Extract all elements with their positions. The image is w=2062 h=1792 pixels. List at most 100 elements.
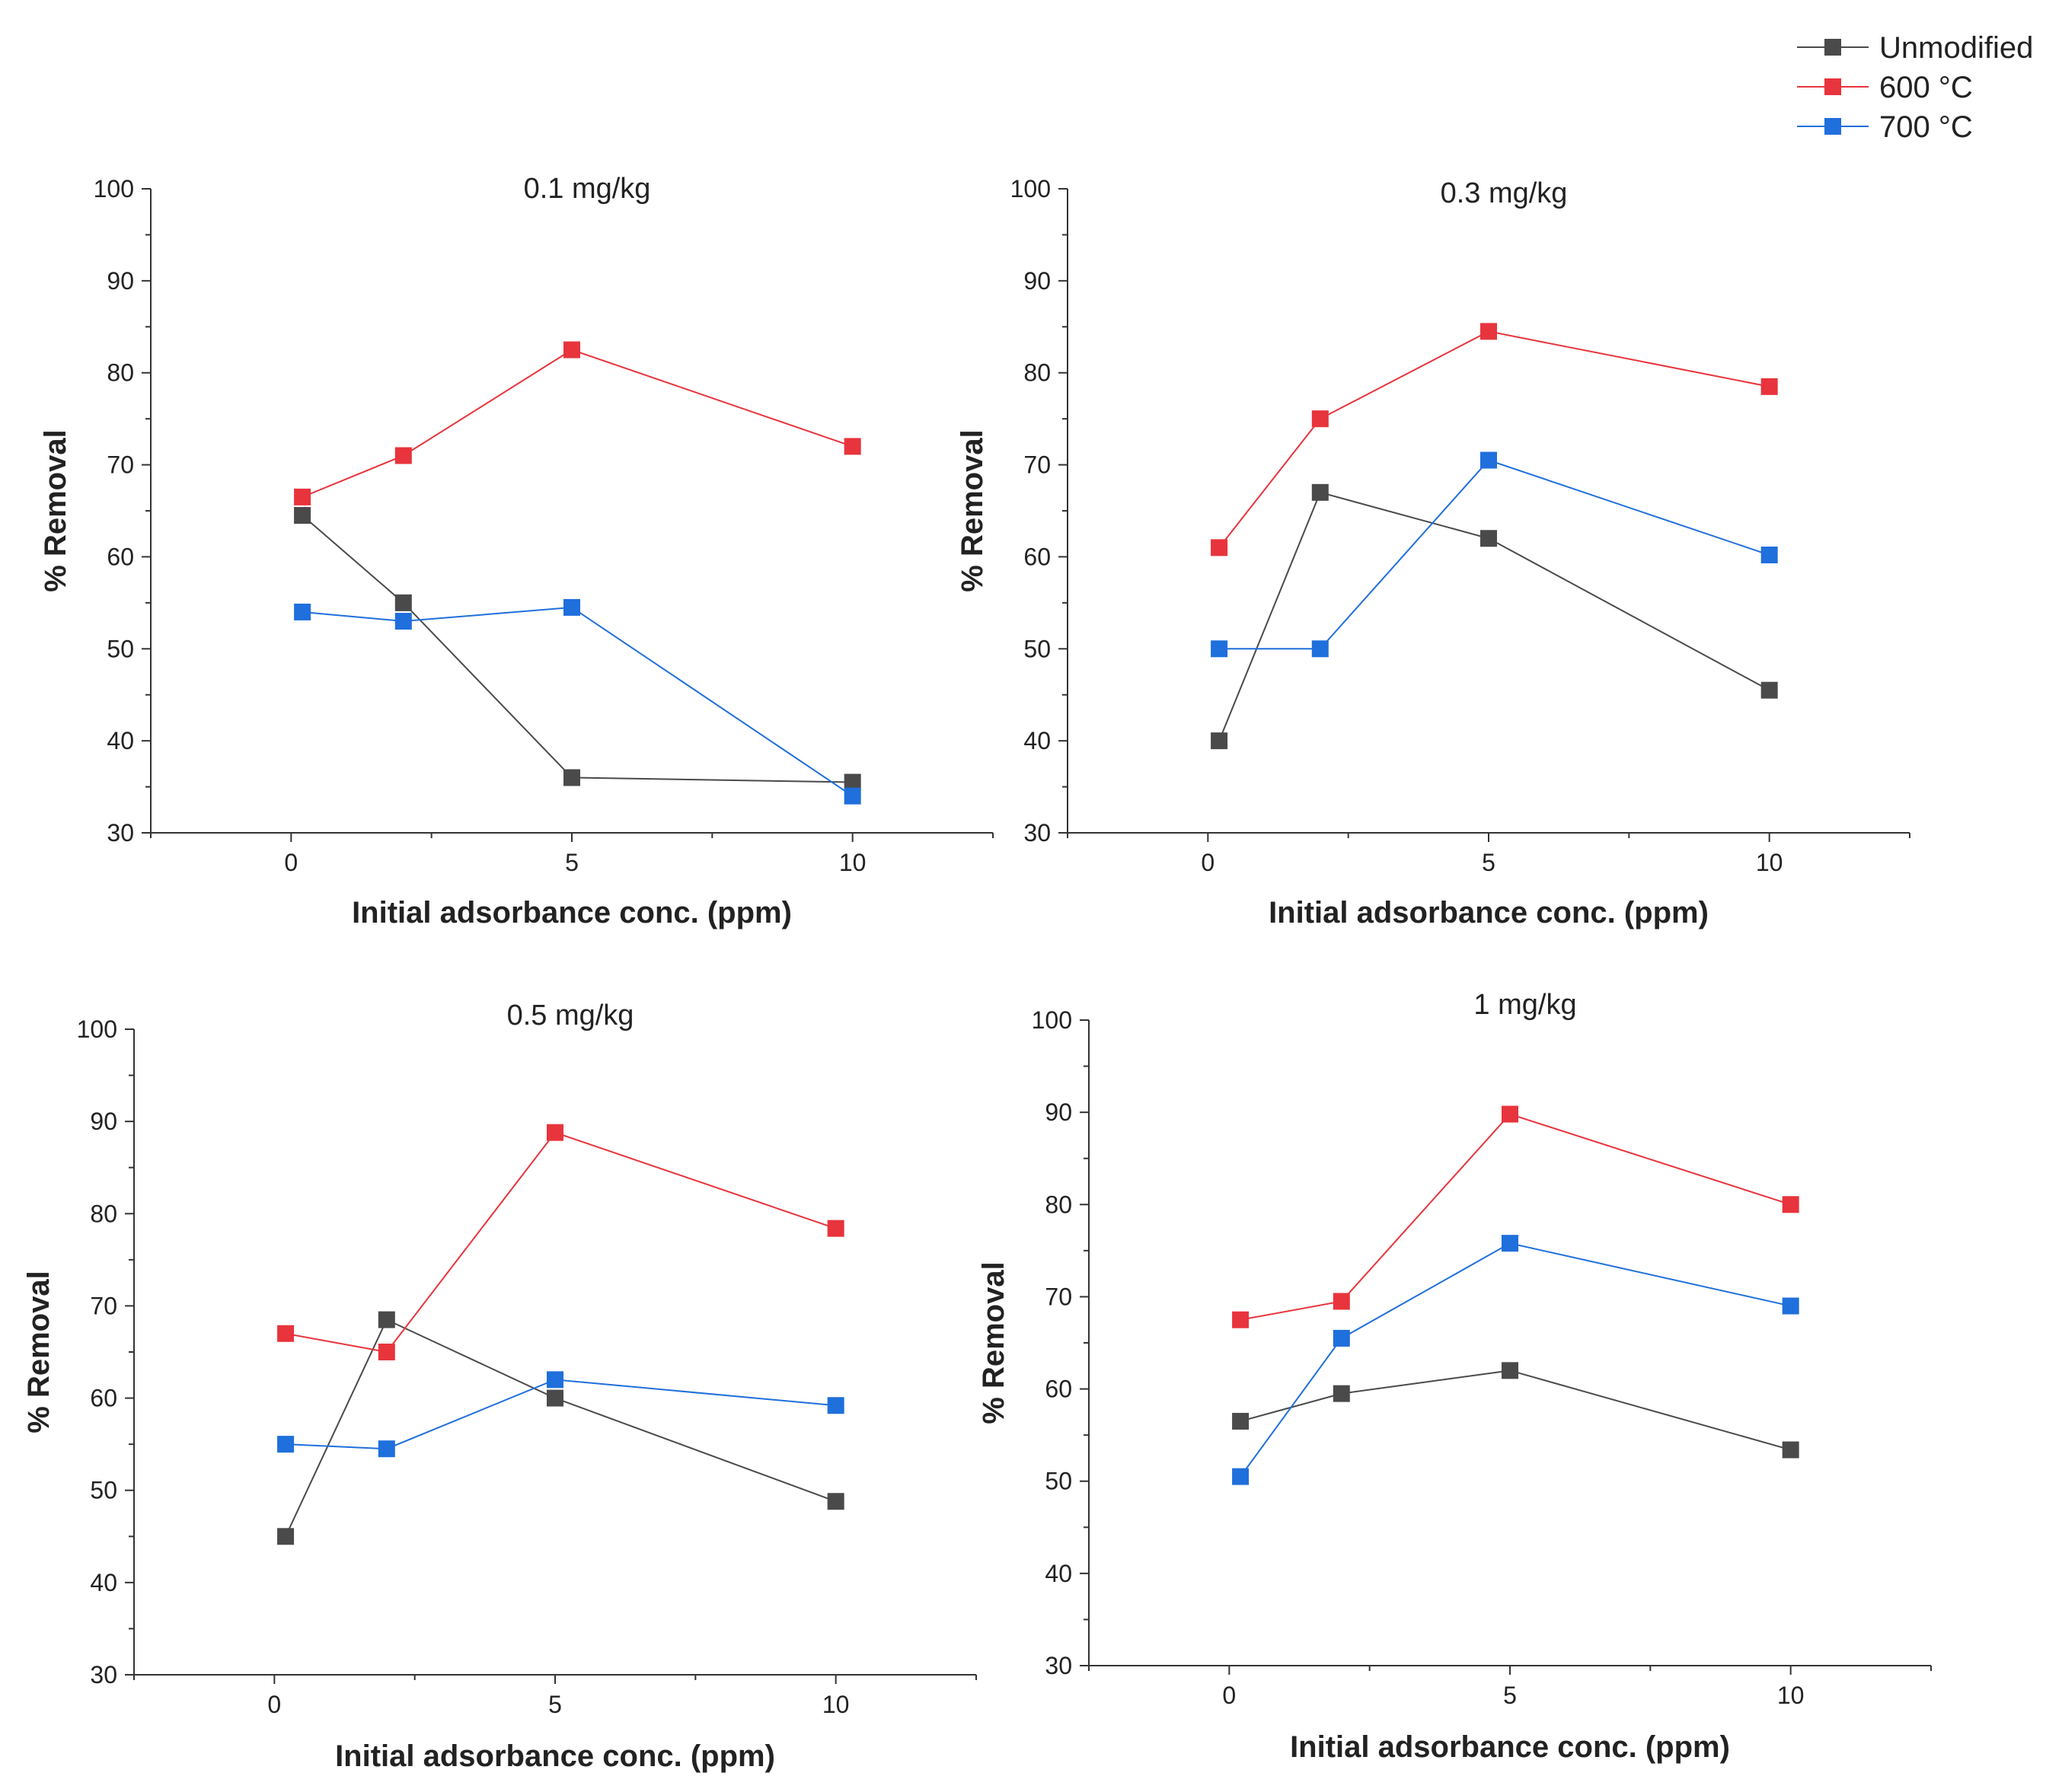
data-point [1211, 539, 1228, 556]
data-point [827, 1220, 844, 1237]
x-axis-label: Initial adsorbance conc. (ppm) [335, 1739, 775, 1773]
y-tick-label: 30 [1023, 819, 1051, 847]
data-point [1333, 1329, 1350, 1347]
y-tick-label: 100 [77, 1016, 117, 1043]
chart-panel-2: 30 40 50 60 70 80 90 100 0 5 10 0.3 mg/kg Initial ad… [956, 175, 1910, 929]
data-point [1333, 1293, 1350, 1310]
series-line [286, 1379, 836, 1450]
y-tick-label: 60 [107, 543, 134, 570]
series-600-c [1211, 323, 1778, 556]
legend-label: 600 °C [1879, 71, 1973, 104]
data-point [394, 594, 412, 611]
y-tick-label: 40 [1023, 727, 1051, 754]
data-point [844, 787, 861, 805]
data-point [1333, 1385, 1350, 1402]
data-point [563, 769, 580, 786]
series-line [1218, 491, 1770, 741]
data-point [378, 1440, 395, 1458]
panel-title: 0.1 mg/kg [524, 173, 651, 205]
data-point [1760, 378, 1778, 395]
series-unmodified [1211, 483, 1778, 750]
y-tick-label: 100 [94, 175, 134, 202]
x-tick-label: 0 [267, 1691, 281, 1718]
data-point [1232, 1412, 1250, 1430]
legend-marker [1824, 118, 1841, 135]
y-tick-label: 90 [1045, 1098, 1072, 1126]
series-600-c [277, 1124, 844, 1360]
series-line [1219, 459, 1770, 650]
series-600-c [1232, 1105, 1799, 1328]
series-unmodified [1232, 1362, 1799, 1459]
y-tick-label: 100 [1010, 175, 1051, 202]
data-point [547, 1389, 563, 1407]
series-line [1240, 1242, 1791, 1478]
data-point [827, 1493, 844, 1510]
legend-entry: Unmodified [1797, 31, 2033, 65]
data-point [844, 438, 861, 455]
y-axis-label: % Removal [39, 429, 72, 591]
series-700-c [277, 1371, 844, 1458]
legend-label: Unmodified [1879, 31, 2033, 65]
y-tick-label: 100 [1032, 1006, 1072, 1034]
panel-title: 1 mg/kg [1473, 989, 1576, 1021]
y-axis-label: % Removal [956, 429, 989, 591]
legend: Unmodified 600 °C 700 °C [1797, 31, 2033, 144]
series-line [302, 349, 853, 498]
y-tick-label: 70 [107, 451, 134, 479]
x-tick-label: 5 [1482, 849, 1495, 876]
legend-entry: 700 °C [1797, 110, 1973, 144]
data-point [294, 488, 311, 505]
chart-panels: 30 40 50 60 70 80 90 100 0 5 10 0.1 mg/kg Initial ad… [22, 173, 1932, 1773]
x-tick-label: 10 [822, 1691, 850, 1718]
series-700-c [1211, 451, 1778, 658]
data-point [277, 1436, 295, 1453]
series-line [302, 606, 854, 797]
y-tick-label: 30 [107, 819, 134, 847]
y-tick-label: 50 [90, 1477, 117, 1504]
y-tick-label: 40 [1045, 1560, 1072, 1587]
y-axis-label: % Removal [977, 1261, 1010, 1424]
y-tick-label: 80 [1045, 1191, 1072, 1218]
panel-title: 0.5 mg/kg [507, 1000, 634, 1032]
x-axis-label: Initial adsorbance conc. (ppm) [1269, 896, 1709, 929]
data-point [294, 603, 311, 620]
series-700-c [1232, 1235, 1799, 1485]
y-tick-label: 80 [107, 359, 134, 387]
y-tick-label: 80 [90, 1200, 117, 1227]
data-point [827, 1397, 844, 1414]
data-point [1782, 1196, 1799, 1213]
legend-label: 700 °C [1879, 110, 1973, 144]
data-point [547, 1371, 563, 1389]
data-point [1480, 323, 1497, 340]
y-tick-label: 50 [1023, 635, 1051, 662]
data-point [1760, 681, 1778, 699]
series-unmodified [277, 1311, 844, 1545]
series-unmodified [294, 507, 861, 791]
data-point [1232, 1468, 1250, 1485]
x-tick-label: 0 [1222, 1682, 1236, 1709]
y-tick-label: 60 [1023, 543, 1051, 570]
y-tick-label: 70 [1023, 451, 1051, 479]
y-tick-label: 90 [107, 267, 134, 295]
y-tick-label: 80 [1023, 359, 1051, 387]
chart-panel-1: 30 40 50 60 70 80 90 100 0 5 10 0.1 mg/kg Initial ad… [39, 173, 994, 929]
data-point [378, 1344, 395, 1360]
y-tick-label: 40 [107, 727, 134, 754]
y-tick-label: 30 [90, 1661, 117, 1688]
series-line [1240, 1370, 1791, 1451]
data-point [1502, 1235, 1518, 1252]
panel-title: 0.3 mg/kg [1441, 177, 1568, 209]
data-point [844, 773, 861, 791]
series-line [285, 1131, 836, 1354]
data-point [277, 1325, 295, 1342]
y-tick-label: 60 [90, 1385, 117, 1412]
x-axis-label: Initial adsorbance conc. (ppm) [1290, 1730, 1730, 1764]
data-point [1480, 451, 1497, 469]
data-point [1311, 483, 1329, 501]
data-point [563, 598, 580, 616]
y-tick-label: 40 [90, 1569, 117, 1596]
data-point [277, 1528, 295, 1545]
series-line [1218, 330, 1770, 548]
data-point [1782, 1441, 1799, 1459]
series-line [285, 1318, 837, 1537]
